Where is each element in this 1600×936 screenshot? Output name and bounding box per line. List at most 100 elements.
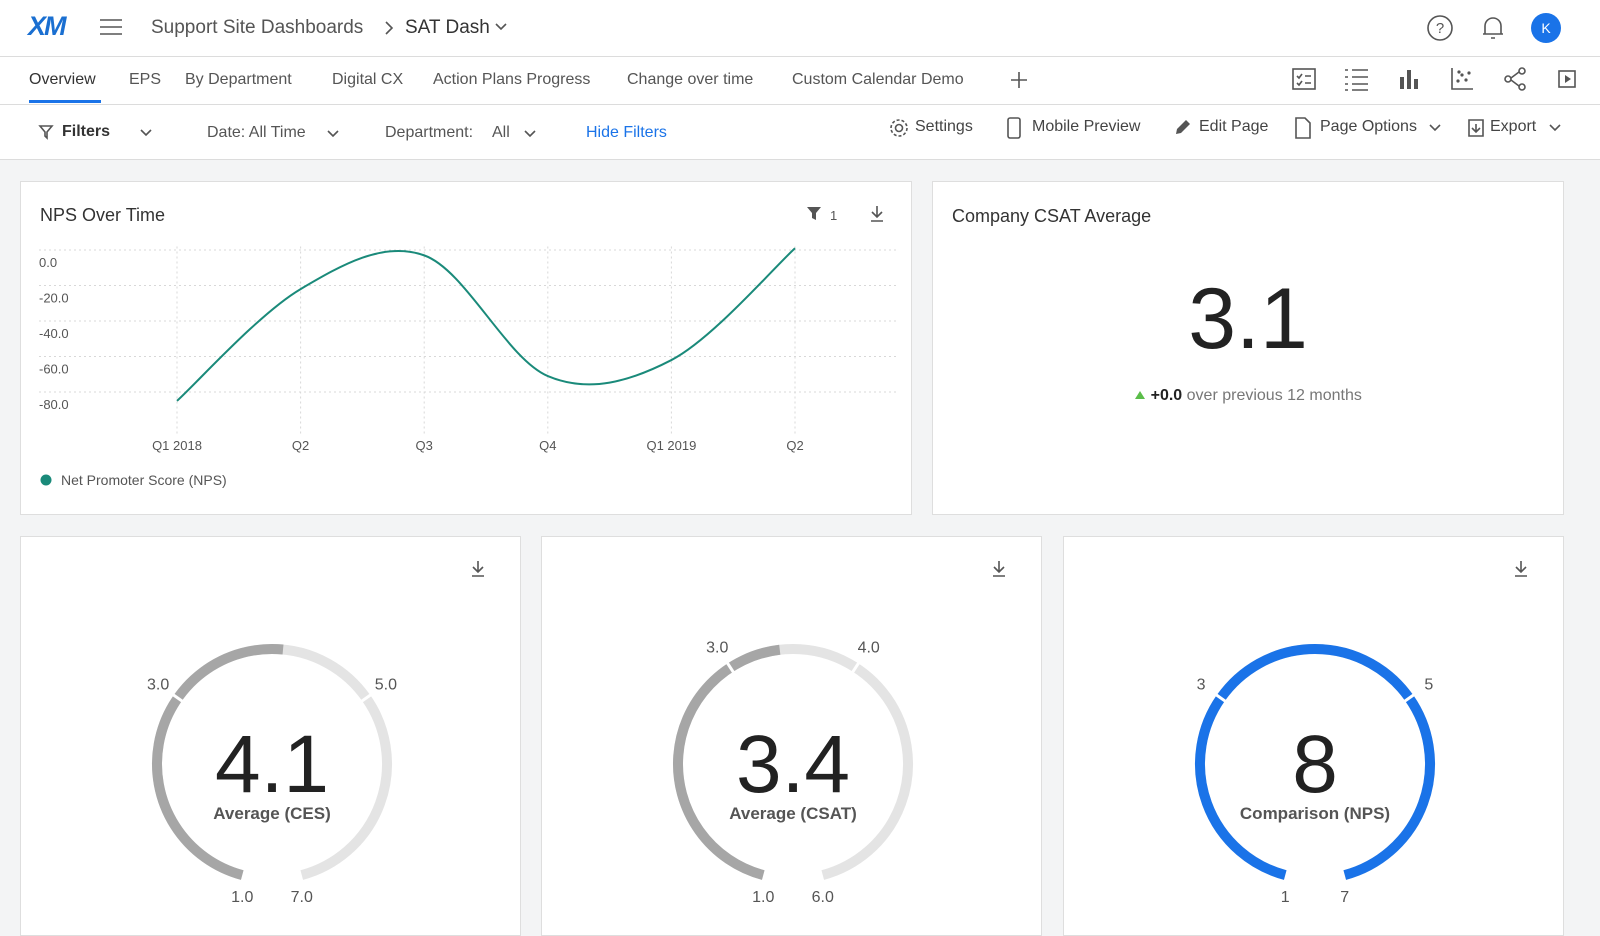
edit-icon xyxy=(1176,120,1190,134)
line-chart: NPS Over Time 1 0.0 -20.0 -40.0 -60.0 -80.0 Q… xyxy=(39,205,896,488)
x-tick-label: Q3 xyxy=(416,438,433,453)
tab[interactable]: By Department xyxy=(185,71,292,88)
line-series xyxy=(176,247,796,402)
gauge-value: 4.1 xyxy=(215,719,329,810)
kpi-change: +0.0 xyxy=(1150,387,1183,404)
export-icon xyxy=(1468,119,1484,137)
y-tick-label: -80.0 xyxy=(39,397,69,412)
present-icon[interactable] xyxy=(1555,65,1581,93)
gauge-tick xyxy=(725,660,736,675)
tab[interactable]: Action Plans Progress xyxy=(433,71,591,88)
tab-bar: Overview EPS By Department Digital CX Ac… xyxy=(0,57,1600,105)
mobile-icon xyxy=(1007,117,1021,139)
settings-button[interactable]: Settings xyxy=(915,118,973,135)
gauge-value: 3.4 xyxy=(736,719,850,810)
export-button[interactable]: Export xyxy=(1490,118,1537,135)
tab[interactable]: Custom Calendar Demo xyxy=(792,71,964,88)
gauge-value-arc xyxy=(152,644,284,880)
gauge-value-arc xyxy=(673,644,781,880)
kpi-value: 3.1 xyxy=(1188,271,1308,367)
gauge-tick xyxy=(1214,692,1228,704)
widget-title: Company CSAT Average xyxy=(952,206,1152,226)
widget-card: NPS Over Time 1 0.0 -20.0 -40.0 -60.0 -80.0 Q… xyxy=(20,181,912,515)
bell-icon[interactable] xyxy=(1480,14,1506,42)
gauge-end-label: 1.0 xyxy=(752,889,774,906)
add-tab[interactable] xyxy=(1009,70,1029,90)
dashboard-name[interactable]: SAT Dash xyxy=(405,17,490,38)
gauge-tick xyxy=(359,692,373,704)
menu-icon[interactable] xyxy=(98,16,124,38)
breadcrumb[interactable]: Support Site Dashboards xyxy=(151,17,364,38)
gauge-value-arc xyxy=(1195,644,1435,880)
download-icon xyxy=(1515,561,1527,577)
bar-chart-icon[interactable] xyxy=(1396,65,1422,93)
widget-title: NPS Over Time xyxy=(40,205,165,225)
dropdown-icon[interactable] xyxy=(139,128,153,138)
list-icon[interactable] xyxy=(1342,65,1370,93)
dropdown-icon[interactable] xyxy=(1549,124,1561,132)
page-icon xyxy=(1295,117,1311,139)
legend-label: Net Promoter Score (NPS) xyxy=(61,472,227,488)
gauge-end-label: 7 xyxy=(1340,889,1349,906)
filter-count: 1 xyxy=(830,208,837,223)
x-tick-label: Q2 xyxy=(786,438,803,453)
tab[interactable]: Digital CX xyxy=(332,71,404,88)
filter-icon xyxy=(38,125,54,140)
filter-bar: Filters Date: All Time Department: All H… xyxy=(0,105,1600,160)
gauge-end-label: 1 xyxy=(1281,889,1290,906)
dropdown-icon[interactable] xyxy=(326,129,340,139)
y-tick-label: -20.0 xyxy=(39,291,69,306)
gauge-end-label: 7.0 xyxy=(291,889,313,906)
x-tick-label: Q4 xyxy=(539,438,556,453)
svg-text:?: ? xyxy=(1436,20,1444,37)
share-icon[interactable] xyxy=(1502,65,1528,93)
logo[interactable]: XM xyxy=(28,11,66,41)
mobile-preview-button[interactable]: Mobile Preview xyxy=(1032,118,1141,135)
scatter-icon[interactable] xyxy=(1449,65,1475,93)
hide-filters[interactable]: Hide Filters xyxy=(586,124,667,141)
active-tab-underline xyxy=(29,100,101,103)
tab[interactable]: EPS xyxy=(129,71,162,88)
download-icon xyxy=(993,561,1005,577)
gauge-label: Average (CSAT) xyxy=(729,804,857,823)
date-filter[interactable]: Date: All Time xyxy=(207,124,306,141)
page-options-button[interactable]: Page Options xyxy=(1320,118,1417,135)
gauge-label: Average (CES) xyxy=(213,804,330,823)
top-bar: XM Support Site Dashboards SAT Dash ? K xyxy=(0,0,1600,57)
gauge-value: 8 xyxy=(1292,719,1338,810)
department-filter-label[interactable]: Department: xyxy=(385,124,474,141)
x-tick-label: Q1 2018 xyxy=(152,438,202,453)
y-tick-label: 0.0 xyxy=(39,255,57,270)
settings-icon xyxy=(890,119,908,137)
tab[interactable]: Overview xyxy=(29,71,96,88)
y-tick-label: -40.0 xyxy=(39,326,69,341)
gauge-label: Comparison (NPS) xyxy=(1240,804,1390,823)
download-icon xyxy=(472,561,484,577)
dropdown-icon[interactable] xyxy=(1429,124,1441,132)
legend-marker xyxy=(40,474,52,486)
department-filter-value[interactable]: All xyxy=(492,124,510,141)
chevron xyxy=(385,21,394,35)
filter-icon[interactable] xyxy=(807,207,821,220)
gauge-tick xyxy=(171,692,185,704)
gauge-tick-label: 3.0 xyxy=(147,676,169,693)
help-icon[interactable]: ? xyxy=(1426,14,1454,42)
up-arrow xyxy=(1135,391,1146,399)
widget-card: Company CSAT Average 3.1 +0.0 over previ… xyxy=(932,181,1564,515)
dropdown-icon[interactable] xyxy=(523,129,537,139)
edit-page-button[interactable]: Edit Page xyxy=(1199,118,1269,135)
y-tick-label: -60.0 xyxy=(39,362,69,377)
widget-icon[interactable] xyxy=(1290,65,1318,93)
gauge-tick-label: 5 xyxy=(1424,676,1433,693)
kpi-change-row: +0.0 over previous 12 months xyxy=(933,387,1563,405)
download-icon[interactable] xyxy=(871,206,883,222)
kpi-note: over previous 12 months xyxy=(1186,387,1362,404)
dropdown-icon[interactable] xyxy=(494,22,508,32)
filters-button[interactable]: Filters xyxy=(62,123,111,140)
avatar[interactable]: K xyxy=(1531,13,1561,43)
tab[interactable]: Change over time xyxy=(627,71,754,88)
gauge-end-label: 6.0 xyxy=(812,889,834,906)
